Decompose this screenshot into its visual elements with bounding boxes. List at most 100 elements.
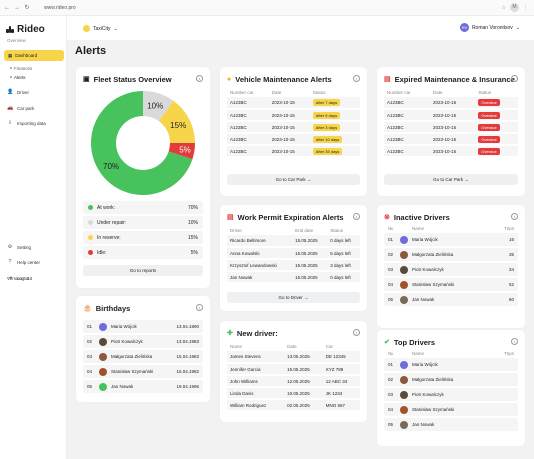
table-row[interactable]: A123BC 2023-10-15 After 7 days [227,97,360,110]
legend-label: Idle: [97,249,107,256]
avatar [400,405,408,414]
row-number: 04 [87,369,93,374]
main-content: Alerts ▣ Fleet Status Overview i 70% 10% 15%… [67,40,534,459]
list-item[interactable]: 01 Maria Wójcik 13.04.1990 [83,320,203,333]
table-row[interactable]: A123BC 2023-10-15 Overdue [384,121,518,134]
nav-alerts[interactable]: Alerts [10,75,26,80]
list-item[interactable]: 03 Piotr Kowalczyk 34 [384,263,518,276]
table-row[interactable]: James Stevens 13.05.2025 DE 12345 [227,351,360,364]
list-item[interactable]: 03 Małgorzata Zielińska 15.04.1983 [83,350,203,363]
person-name: Maria Wójcik [412,362,438,367]
nav-importing-data[interactable]: ⇩ Importing data [7,120,46,126]
nav-car-park[interactable]: 🚗 Car park [7,105,35,111]
table-cell: Overdue [475,97,518,110]
status-badge: Overdue [478,99,500,106]
table-header: Number car Date Status [227,88,360,97]
info-icon[interactable]: i [353,213,360,220]
row-number: 01 [87,324,93,329]
sidebar: Rideo Overview ▦ Dashboard Finances Alert… [0,16,67,459]
top-drivers-card: ✔ Top Drivers i № Name Trips 01 Maria Wójcik 02… [377,330,525,446]
avatar [99,352,107,361]
column-header: Car [325,344,334,349]
list-item[interactable]: 05 Jan Nowak 19.04.1996 [83,380,203,393]
go-to-car-park-button[interactable]: Go to Car Park → [227,174,360,185]
back-icon[interactable]: ← [4,4,10,11]
cake-icon: 🎂 [83,305,92,312]
table-cell: 2023-10-15 [268,145,310,158]
info-icon[interactable]: i [511,338,518,345]
forward-icon[interactable]: → [14,4,20,11]
table-row[interactable]: A123BC 2023-10-15 After 5 days [227,109,360,122]
table-cell: 2023-10-15 [430,109,476,122]
info-icon[interactable]: i [353,329,360,336]
star-icon[interactable]: ☆ [501,4,506,11]
url-bar[interactable]: www.rideo.pro [44,4,76,11]
table-row[interactable]: A123BC 2023-10-15 After 10 days [227,133,360,146]
document-icon: ▤ [384,76,391,83]
info-icon[interactable]: i [511,213,518,220]
table-row[interactable]: Linda Davis 10.05.2025 JK 1234 [227,387,360,400]
inactive-drivers-card: ⊗ Inactive Drivers i № Name Trips 01 Maria Wój… [377,205,525,328]
list-item[interactable]: 02 Małgorzata Zielińska 35 [384,248,518,261]
nav-help-center[interactable]: ? Help center [8,259,41,265]
table-row[interactable]: A123BC 2023-10-15 Overdue [384,133,518,146]
birthdays-list: 01 Maria Wójcik 13.04.1990 02 Piotr Kowalczy… [83,320,203,395]
reload-icon[interactable]: ↻ [24,5,30,11]
table-row[interactable]: William Rodriguez 02.05.2025 MNO 567 [227,399,360,412]
table-row[interactable]: Ricardo Beltimore 15.05.2025 0 days left [227,235,360,248]
go-to-driver-button[interactable]: Go to Driver → [227,292,360,303]
nav-finances[interactable]: Finances [9,66,33,71]
list-item[interactable]: 02 Piotr Kowalczyk 13.04.1983 [83,335,203,348]
table-row[interactable]: John Williams 12.05.2025 12 ABC 34 [227,375,360,388]
table-cell: MNO 567 [322,399,360,412]
legend-value: 10% [187,219,198,226]
menu-dots-icon[interactable]: ⋮ [523,4,528,11]
info-icon[interactable]: i [511,75,518,82]
list-item[interactable]: 03 Piotr Kowalczyk [384,388,518,401]
table-row[interactable]: Jan Nowak 15.05.2025 0 days left [227,271,360,284]
table-cell: William Rodriguez [227,399,285,412]
column-header: Status [330,228,344,233]
table-row[interactable]: Jennifer Garcia 15.05.2025 XYZ 789 [227,363,360,376]
list-item[interactable]: 01 Maria Wójcik [384,358,518,371]
nav-setting[interactable]: ⚙ Setting [7,244,32,250]
chevron-down-icon: ⌄ [113,25,118,32]
table-header: Name Date Car [227,342,360,351]
table-row[interactable]: A123BC 2023-10-15 Overdue [384,97,518,110]
table-row[interactable]: Krzysztof Lewandowski 15.05.2025 3 days le… [227,259,360,272]
list-item[interactable]: 05 Jan Nowak [384,418,518,431]
info-icon[interactable]: i [196,304,203,311]
status-badge: Overdue [478,135,500,143]
table-row[interactable]: Anna Kowalski 15.05.2025 5 days left [227,247,360,260]
table-row[interactable]: A123BC 2023-10-15 After 3 days [227,121,360,134]
table-row[interactable]: A123BC 2023-10-15 After 35 days [227,145,360,158]
user-menu[interactable]: RV Roman Voronitsov ⌄ [459,23,520,32]
info-icon[interactable]: i [196,75,203,82]
list-item[interactable]: 04 Stanisław Szymański 15.04.1982 [83,365,203,378]
column-header: № [388,351,393,356]
table-cell: James Stevens [227,351,285,364]
nav-log-out[interactable]: ⇥ Log out [7,275,33,281]
list-item[interactable]: 04 Stanisław Szymański [384,403,518,416]
status-badge: After 10 days [312,135,343,143]
fleet-status-card: ▣ Fleet Status Overview i 70% 10% 15% 5% At w… [76,67,210,288]
go-to-car-park-button-2[interactable]: Go to Car Park → [384,174,518,185]
go-to-reports-button[interactable]: Go to reports [83,265,203,276]
table-row[interactable]: A123BC 2023-10-15 Overdue [384,109,518,122]
coin-icon: ● [227,75,232,83]
info-icon[interactable]: i [353,75,360,82]
profile-avatar[interactable]: M [510,3,519,12]
person-name: Małgorzata Zielińska [412,252,454,257]
list-item[interactable]: 02 Małgorzata Zielińska [384,373,518,386]
list-item[interactable]: 04 Stanisław Szymański 52 [384,278,518,291]
donut-label: 70% [103,162,119,171]
version-label: Version 0.2 [7,276,30,281]
list-item[interactable]: 05 Jan Nowak 60 [384,293,518,306]
list-item[interactable]: 01 Maria Wójcik 16 [384,233,518,246]
column-header: Number car [387,90,411,95]
company-selector[interactable]: TaxiCity ⌄ [83,25,118,32]
nav-dashboard[interactable]: ▦ Dashboard [4,50,64,61]
nav-driver[interactable]: 👤 Driver [7,89,29,95]
row-value: 15.04.1983 [176,354,199,359]
table-row[interactable]: A123BC 2023-10-15 Overdue [384,145,518,158]
